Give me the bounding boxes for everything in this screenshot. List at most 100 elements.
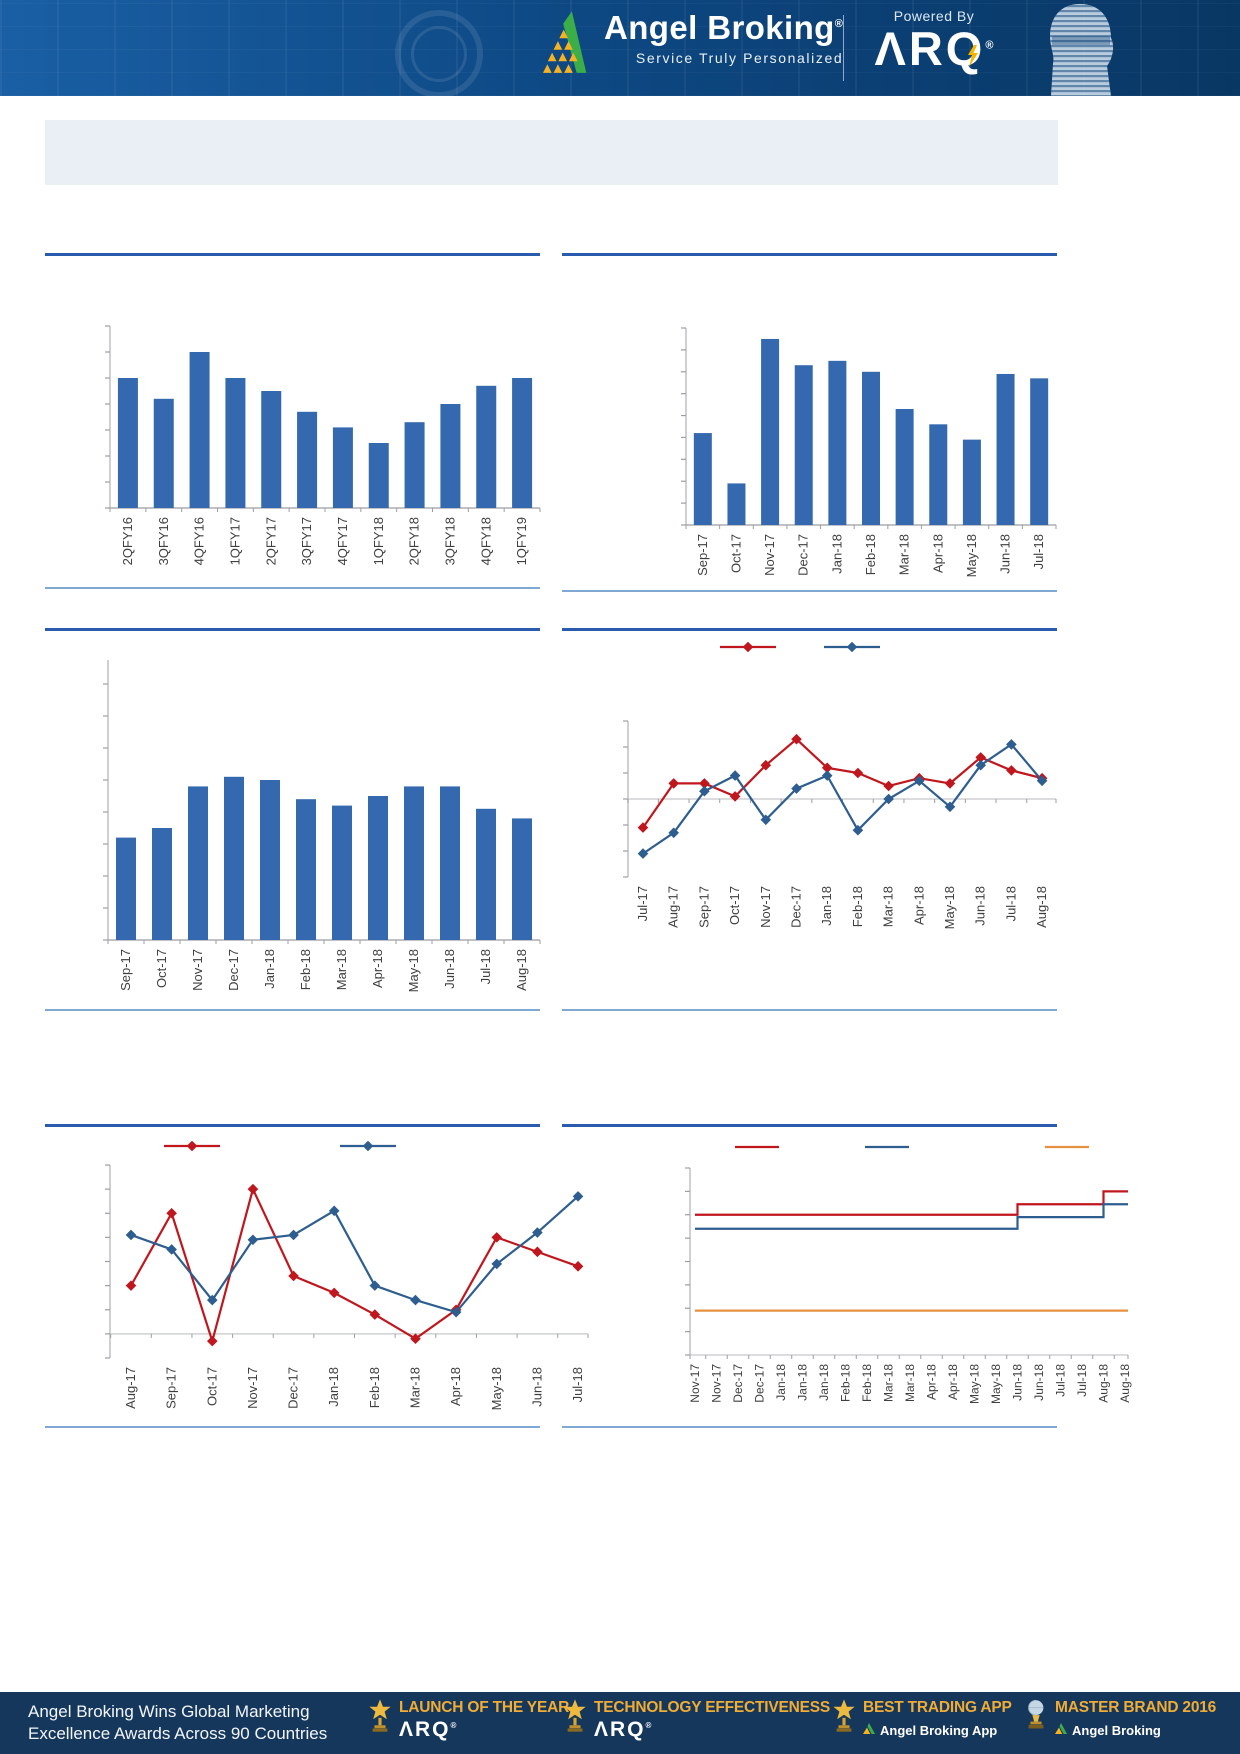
svg-text:Jan-18: Jan-18	[819, 886, 834, 926]
brand-logo: Angel Broking® Service Truly Personalize…	[543, 9, 843, 84]
award-title: LAUNCH OF THE YEAR	[399, 1699, 570, 1716]
trophy-icon	[832, 1699, 856, 1738]
svg-text:Jul-18: Jul-18	[1031, 534, 1046, 569]
svg-text:Nov-17: Nov-17	[688, 1364, 702, 1403]
svg-text:Oct-17: Oct-17	[204, 1367, 219, 1406]
svg-text:2QFY18: 2QFY18	[407, 517, 422, 565]
svg-text:Mar-18: Mar-18	[881, 886, 896, 927]
svg-text:Apr-18: Apr-18	[946, 1364, 960, 1400]
award-subtitle: Angel Broking App	[880, 1722, 998, 1738]
svg-text:Jul-18: Jul-18	[1054, 1364, 1068, 1397]
brand-name: Angel Broking®	[604, 9, 844, 46]
svg-text:May-18: May-18	[406, 949, 421, 992]
svg-text:Mar-18: Mar-18	[903, 1364, 917, 1402]
svg-text:3QFY18: 3QFY18	[442, 517, 457, 565]
svg-text:Aug-18: Aug-18	[1097, 1364, 1111, 1403]
svg-text:Mar-18: Mar-18	[334, 949, 349, 990]
svg-text:Aug-18: Aug-18	[1034, 886, 1049, 928]
svg-text:Nov-17: Nov-17	[762, 534, 777, 576]
svg-text:3QFY16: 3QFY16	[156, 517, 171, 565]
svg-text:Feb-18: Feb-18	[298, 949, 313, 990]
svg-text:Jan-18: Jan-18	[326, 1367, 341, 1407]
svg-text:Jan-18: Jan-18	[796, 1364, 810, 1401]
svg-text:3QFY17: 3QFY17	[299, 517, 314, 565]
chart-quarterly-bars: 2QFY16 3QFY16 4QFY16 1QFY17 2QFY17 3QFY17 4QFY…	[88, 288, 560, 588]
svg-text:Jun-18: Jun-18	[973, 886, 988, 926]
svg-text:Sep-17: Sep-17	[696, 886, 711, 928]
svg-text:Dec-17: Dec-17	[286, 1367, 301, 1409]
svg-text:1QFY18: 1QFY18	[371, 517, 386, 565]
section-divider	[45, 628, 540, 631]
award-subtitle: ΛRQ®	[399, 1718, 457, 1742]
award-title: TECHNOLOGY EFFECTIVENESS	[594, 1699, 831, 1716]
svg-text:Jul-18: Jul-18	[478, 949, 493, 984]
section-underline	[45, 1009, 540, 1011]
svg-text:4QFY16: 4QFY16	[192, 517, 207, 565]
powered-by-label: Powered By	[893, 8, 975, 24]
svg-text:Dec-17: Dec-17	[753, 1364, 767, 1403]
svg-text:Nov-17: Nov-17	[710, 1364, 724, 1403]
svg-text:Sep-17: Sep-17	[118, 949, 133, 991]
arq-logo: Powered By ΛRQ®	[856, 8, 1012, 73]
chart-step-lines: Nov-17 Nov-17 Dec-17 Dec-17 Jan-18 Jan-18 Jan-…	[660, 1020, 1138, 1428]
svg-text:Jul-18: Jul-18	[1003, 886, 1018, 921]
svg-text:1QFY19: 1QFY19	[514, 517, 529, 565]
header-pattern	[0, 0, 1240, 96]
svg-text:Feb-18: Feb-18	[850, 886, 865, 927]
svg-text:Mar-18: Mar-18	[897, 534, 912, 575]
svg-text:Dec-17: Dec-17	[731, 1364, 745, 1403]
step-lines-plot: Nov-17 Nov-17 Dec-17 Dec-17 Jan-18 Jan-18 Jan-…	[685, 1145, 1132, 1404]
header-separator	[843, 15, 844, 81]
svg-text:Dec-17: Dec-17	[226, 949, 241, 991]
svg-text:4QFY17: 4QFY17	[335, 517, 350, 565]
svg-text:Mar-18: Mar-18	[407, 1367, 422, 1408]
svg-text:May-18: May-18	[489, 1367, 504, 1410]
award-title: BEST TRADING APP	[863, 1699, 1012, 1716]
svg-text:Jun-18: Jun-18	[442, 949, 457, 989]
banner	[45, 120, 1058, 185]
svg-text:Nov-17: Nov-17	[190, 949, 205, 991]
svg-text:Sep-17: Sep-17	[695, 534, 710, 576]
globe-trophy-icon	[1024, 1699, 1048, 1738]
svg-text:Jul-18: Jul-18	[570, 1367, 585, 1402]
head-graphic	[1022, 0, 1126, 96]
quarterly-bars-plot: 2QFY16 3QFY16 4QFY16 1QFY17 2QFY17 3QFY17 4QFY…	[105, 325, 541, 565]
award-subtitle: Angel Broking	[1072, 1722, 1161, 1738]
svg-text:Oct-17: Oct-17	[727, 886, 742, 925]
arq-wordmark: ΛRQ®	[874, 22, 994, 75]
svg-text:Nov-17: Nov-17	[758, 886, 773, 928]
section-underline	[562, 1426, 1057, 1428]
svg-text:Apr-18: Apr-18	[911, 886, 926, 925]
header: Angel Broking® Service Truly Personalize…	[0, 0, 1240, 98]
svg-text:Jan-18: Jan-18	[829, 534, 844, 574]
section-underline	[562, 590, 1057, 592]
svg-text:Feb-18: Feb-18	[367, 1367, 382, 1408]
svg-text:May-18: May-18	[942, 886, 957, 929]
award-best-trading-app: BEST TRADING APP Angel Broking App	[832, 1699, 1012, 1739]
trophy-icon	[368, 1699, 392, 1738]
svg-text:Jan-18: Jan-18	[774, 1364, 788, 1401]
svg-text:Jun-18: Jun-18	[1032, 1364, 1046, 1401]
svg-text:May-18: May-18	[964, 534, 979, 577]
header-decoration	[395, 10, 483, 98]
chart-monthly-bars: Sep-17 Oct-17 Nov-17 Dec-17 Jan-18 Feb-18 Mar-…	[660, 288, 1060, 594]
chart-growth-lines: Aug-17 Sep-17 Oct-17 Nov-17 Dec-17 Jan-18 Feb-…	[88, 1020, 600, 1428]
footer: Angel Broking Wins Global Marketing Exce…	[0, 1692, 1240, 1754]
svg-text:Aug-18: Aug-18	[514, 949, 529, 991]
award-master-brand-2016: MASTER BRAND 2016 Angel Broking	[1024, 1699, 1216, 1739]
trophy-icon	[563, 1699, 587, 1738]
svg-text:Dec-17: Dec-17	[789, 886, 804, 928]
svg-text:Sep-17: Sep-17	[164, 1367, 179, 1409]
svg-text:Aug-17: Aug-17	[123, 1367, 138, 1409]
award-title: MASTER BRAND 2016	[1055, 1699, 1217, 1716]
award-technology-effectiveness: TECHNOLOGY EFFECTIVENESS ΛRQ®	[563, 1699, 830, 1742]
svg-text:2QFY16: 2QFY16	[120, 517, 135, 565]
svg-text:Jul-17: Jul-17	[635, 886, 650, 921]
svg-text:Apr-18: Apr-18	[370, 949, 385, 988]
svg-text:Oct-17: Oct-17	[728, 534, 743, 573]
svg-text:Jul-18: Jul-18	[1075, 1364, 1089, 1397]
svg-text:Aug-18: Aug-18	[1118, 1364, 1132, 1403]
svg-text:Aug-17: Aug-17	[666, 886, 681, 928]
section-divider	[45, 1124, 540, 1127]
